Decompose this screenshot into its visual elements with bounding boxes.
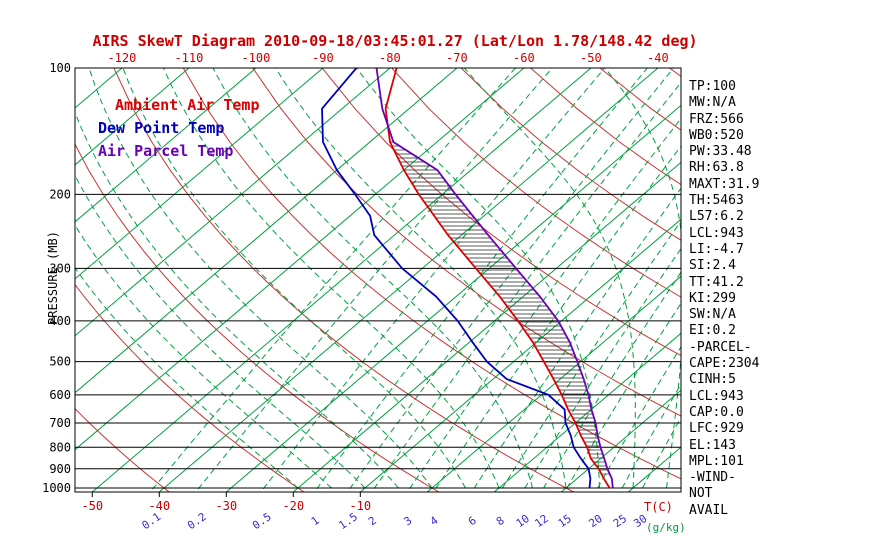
mixing-ratio-tick-label: 25 xyxy=(611,512,629,530)
pressure-tick-label: 100 xyxy=(49,61,71,75)
index-readout: TT:41.2 xyxy=(689,274,744,290)
mixing-ratio-tick-label: 20 xyxy=(586,512,604,530)
mixing-ratio-tick-label: 3 xyxy=(402,514,415,528)
mixing-ratio-unit-label: (g/kg) xyxy=(646,521,686,534)
bottom-temp-tick-label: -20 xyxy=(282,499,304,513)
bottom-temp-tick-label: -40 xyxy=(148,499,170,513)
mixing-ratio-tick-label: 1.5 xyxy=(336,510,360,532)
index-readout: EL:143 xyxy=(689,437,736,453)
index-readout: NOT xyxy=(689,486,713,502)
indices-panel: TP:100 MW:N/A FRZ:566 WB0:520 PW:33.48 RH:63.… xyxy=(689,79,759,519)
bottom-temp-tick-label: -10 xyxy=(349,499,371,513)
pressure-tick-label: 200 xyxy=(49,187,71,201)
pressure-tick-label: 700 xyxy=(49,416,71,430)
mixing-ratio-tick-label: 10 xyxy=(514,512,532,530)
mixing-ratio-tick-label: 0.5 xyxy=(250,510,274,532)
mixing-ratio-tick-label: 12 xyxy=(532,512,550,530)
index-readout: L57:6.2 xyxy=(689,209,744,225)
axis-labels: -120 -110 -100 -90 -80 -70 -60 -50 -40 -50 -40 -30 -… xyxy=(42,51,686,534)
legend-ambient-temp: Ambient Air Temp xyxy=(115,96,260,114)
moist-adiabat-lines xyxy=(75,68,681,489)
legend-dew-point: Dew Point Temp xyxy=(98,119,225,137)
pressure-tick-label: 600 xyxy=(49,388,71,402)
index-readout: MAXT:31.9 xyxy=(689,176,760,192)
pressure-tick-label: 300 xyxy=(49,261,71,275)
top-axis-tick-label: -110 xyxy=(174,51,203,65)
pressure-tick-label: 800 xyxy=(49,440,71,454)
top-axis-tick-label: -80 xyxy=(379,51,401,65)
mixing-ratio-tick-label: 8 xyxy=(494,514,507,528)
index-readout: -WIND- xyxy=(689,470,736,486)
index-readout: LFC:929 xyxy=(689,421,744,437)
mixing-ratio-lines xyxy=(149,68,681,492)
parcel-temp-curve xyxy=(375,68,614,489)
mixing-ratio-tick-label: 4 xyxy=(428,514,441,529)
pressure-tick-label: 500 xyxy=(49,355,71,369)
temp-unit-label: T(C) xyxy=(644,500,673,514)
top-axis-tick-label: -70 xyxy=(446,51,468,65)
dew-point-curve xyxy=(321,68,592,489)
pressure-tick-label: 900 xyxy=(49,462,71,476)
index-readout: TP:100 xyxy=(689,79,736,94)
legend-air-parcel: Air Parcel Temp xyxy=(98,142,234,160)
index-readout: FRZ:566 xyxy=(689,111,744,127)
index-readout: LCL:943 xyxy=(689,225,744,241)
plot-frame xyxy=(74,67,682,493)
top-axis-tick-label: -40 xyxy=(647,51,669,65)
index-readout: LCL:943 xyxy=(689,388,744,404)
index-readout: CINH:5 xyxy=(689,372,736,388)
index-readout: LI:-4.7 xyxy=(689,241,744,257)
index-readout: -PARCEL- xyxy=(689,339,752,355)
index-readout: MPL:101 xyxy=(689,453,744,469)
mixing-ratio-tick-label: 15 xyxy=(556,512,574,530)
cape-hatch-area xyxy=(390,141,610,475)
index-readout: RH:63.8 xyxy=(689,160,744,176)
index-readout: CAP:0.0 xyxy=(689,404,744,420)
index-readout: PW:33.48 xyxy=(689,144,752,160)
chart-title: AIRS SkewT Diagram 2010-09-18/03:45:01.2… xyxy=(92,32,698,50)
ambient-temp-curve xyxy=(384,68,611,489)
pressure-tick-label: 400 xyxy=(49,314,71,328)
mixing-ratio-tick-label: 0.1 xyxy=(140,510,164,532)
top-axis-tick-label: -60 xyxy=(513,51,535,65)
index-readout: WB0:520 xyxy=(689,127,744,143)
index-readout: MW:N/A xyxy=(689,95,736,111)
bottom-temp-tick-label: -30 xyxy=(215,499,237,513)
mixing-ratio-tick-label: 2 xyxy=(366,514,379,528)
index-readout: CAPE:2304 xyxy=(689,356,760,372)
top-axis-tick-label: -100 xyxy=(241,51,270,65)
mixing-ratio-tick-label: 6 xyxy=(466,514,479,528)
bottom-temp-tick-label: -50 xyxy=(81,499,103,513)
index-readout: AVAIL xyxy=(689,502,729,518)
index-readout: SW:N/A xyxy=(689,307,736,323)
pressure-axis-title: PRESSURE (MB) xyxy=(46,231,60,325)
top-axis-tick-label: -90 xyxy=(312,51,334,65)
mixing-ratio-tick-label: 30 xyxy=(631,512,649,530)
index-readout: SI:2.4 xyxy=(689,258,736,274)
mixing-ratio-tick-label: 1 xyxy=(309,514,322,528)
top-axis-tick-label: -50 xyxy=(580,51,602,65)
top-axis-tick-label: -120 xyxy=(107,51,136,65)
index-readout: KI:299 xyxy=(689,290,736,306)
index-readout: EI:0.2 xyxy=(689,323,736,339)
pressure-tick-label: 1000 xyxy=(42,481,71,495)
index-readout: TH:5463 xyxy=(689,193,744,209)
mixing-ratio-tick-label: 0.2 xyxy=(185,510,209,532)
